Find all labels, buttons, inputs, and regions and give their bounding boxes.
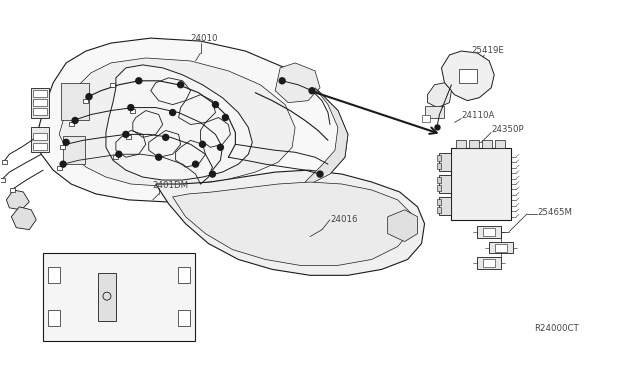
- Bar: [33, 90, 47, 97]
- Bar: [440, 153, 451, 171]
- Bar: [456, 140, 467, 148]
- Polygon shape: [59, 58, 295, 186]
- Bar: [438, 207, 442, 213]
- Circle shape: [116, 151, 122, 157]
- Bar: [31, 88, 49, 118]
- Text: 24016: 24016: [330, 215, 358, 224]
- Bar: [422, 115, 429, 122]
- Circle shape: [163, 134, 169, 140]
- Bar: [460, 69, 477, 83]
- Circle shape: [86, 94, 92, 100]
- Bar: [61, 83, 89, 121]
- Bar: [83, 99, 88, 103]
- Circle shape: [128, 105, 134, 110]
- Bar: [178, 310, 189, 326]
- Text: 24010: 24010: [191, 34, 218, 43]
- Text: 25419E: 25419E: [471, 46, 504, 55]
- Bar: [48, 267, 60, 283]
- Polygon shape: [275, 63, 320, 103]
- Circle shape: [136, 78, 142, 84]
- Bar: [60, 145, 65, 149]
- Text: 24350P: 24350P: [492, 125, 524, 134]
- Bar: [31, 128, 49, 152]
- Bar: [2, 160, 8, 164]
- Circle shape: [279, 78, 285, 84]
- Polygon shape: [6, 190, 29, 210]
- Bar: [57, 166, 61, 170]
- Circle shape: [435, 125, 440, 130]
- Polygon shape: [173, 182, 412, 265]
- Circle shape: [193, 161, 198, 167]
- Circle shape: [170, 110, 175, 116]
- Circle shape: [123, 131, 129, 137]
- Bar: [440, 175, 451, 193]
- Bar: [63, 137, 85, 164]
- Polygon shape: [156, 170, 424, 275]
- Circle shape: [209, 171, 216, 177]
- Polygon shape: [442, 51, 494, 101]
- Bar: [477, 226, 501, 238]
- Circle shape: [309, 88, 315, 94]
- Circle shape: [156, 154, 162, 160]
- Bar: [440, 197, 451, 215]
- Bar: [33, 99, 47, 106]
- Bar: [483, 259, 495, 267]
- Bar: [126, 135, 131, 140]
- Bar: [48, 310, 60, 326]
- Polygon shape: [36, 38, 348, 202]
- Polygon shape: [428, 83, 451, 108]
- Text: R24000CT: R24000CT: [534, 324, 579, 333]
- Polygon shape: [12, 207, 36, 230]
- Bar: [483, 228, 495, 235]
- Bar: [178, 267, 189, 283]
- Circle shape: [72, 118, 78, 124]
- Bar: [469, 140, 479, 148]
- Bar: [451, 148, 511, 220]
- Bar: [33, 134, 47, 140]
- Text: 24110A: 24110A: [461, 112, 495, 121]
- Bar: [483, 140, 492, 148]
- Bar: [131, 109, 135, 113]
- Circle shape: [178, 82, 184, 88]
- Polygon shape: [305, 88, 348, 184]
- Bar: [33, 108, 47, 115]
- Text: 2401DM: 2401DM: [153, 181, 189, 190]
- Bar: [98, 273, 116, 321]
- Bar: [113, 155, 118, 159]
- Circle shape: [218, 144, 223, 150]
- Bar: [0, 178, 5, 182]
- Circle shape: [212, 102, 218, 108]
- Bar: [438, 163, 442, 169]
- Bar: [477, 257, 501, 269]
- Bar: [438, 177, 442, 183]
- Bar: [438, 155, 442, 161]
- Bar: [438, 199, 442, 205]
- Bar: [489, 241, 513, 253]
- Circle shape: [60, 161, 66, 167]
- Bar: [495, 140, 505, 148]
- Circle shape: [223, 115, 228, 121]
- Polygon shape: [106, 65, 252, 180]
- Bar: [10, 188, 15, 192]
- Circle shape: [200, 141, 205, 147]
- Bar: [68, 122, 74, 126]
- Bar: [44, 253, 195, 341]
- Bar: [33, 143, 47, 150]
- Bar: [111, 83, 115, 87]
- Bar: [495, 244, 507, 251]
- Text: 25465M: 25465M: [537, 208, 572, 217]
- Polygon shape: [388, 210, 417, 241]
- Circle shape: [63, 140, 69, 145]
- Bar: [424, 106, 444, 118]
- Circle shape: [317, 171, 323, 177]
- Bar: [438, 185, 442, 191]
